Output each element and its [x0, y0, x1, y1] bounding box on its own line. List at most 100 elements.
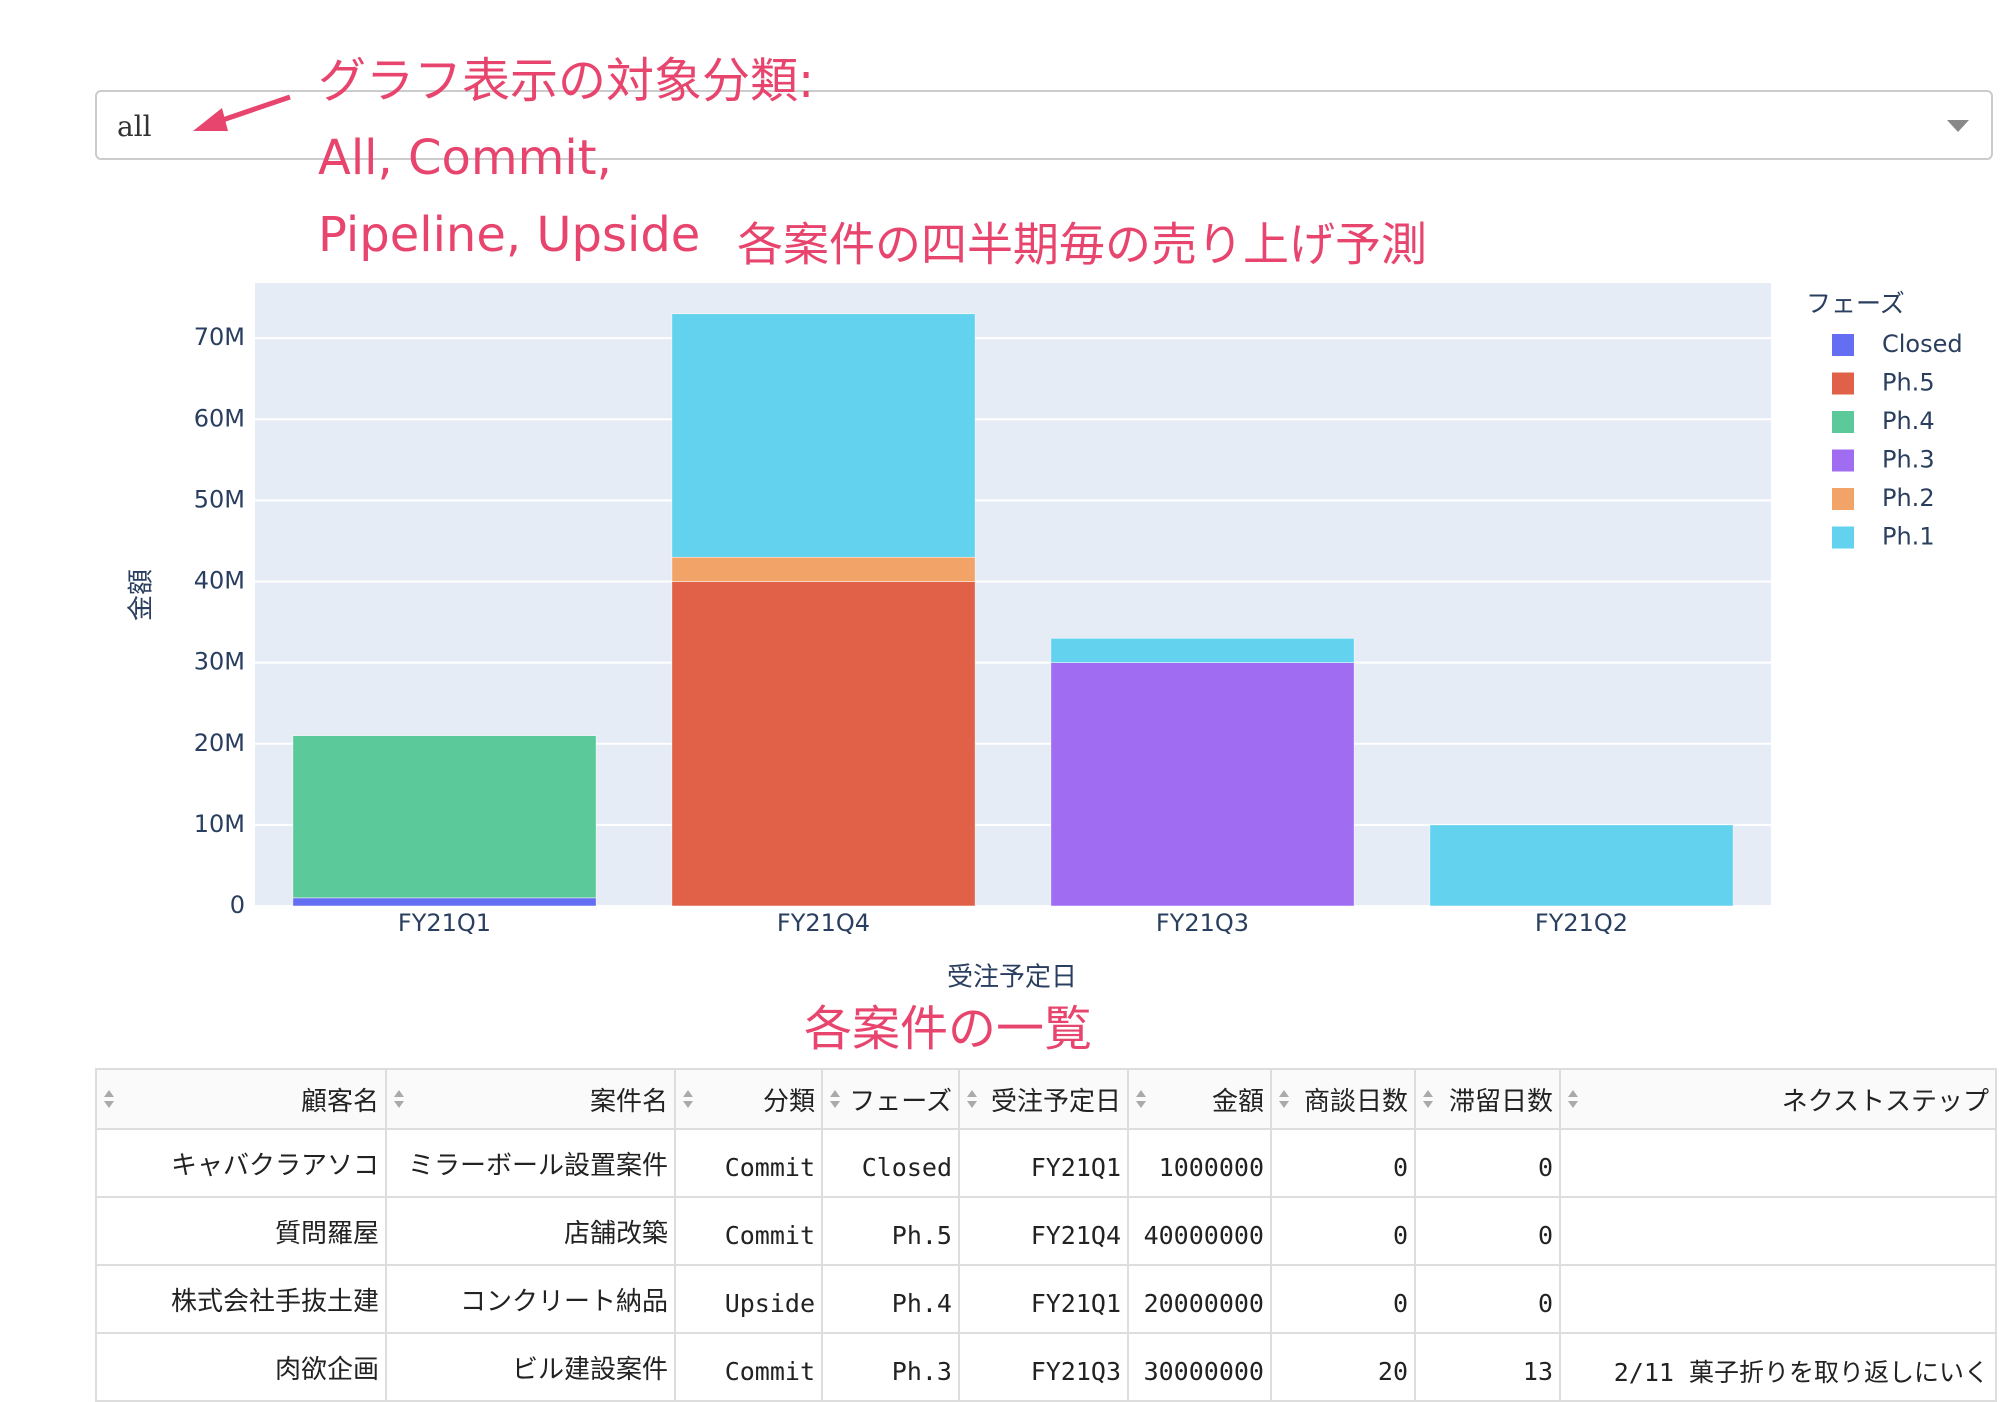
column-header[interactable]: 案件名 [385, 1068, 676, 1130]
legend-swatch [1832, 526, 1854, 549]
y-tick-label: 0 [230, 891, 245, 919]
table-cell: 1000000 [1127, 1128, 1272, 1198]
table-cell: Upside [674, 1264, 823, 1334]
sort-icon[interactable] [966, 1088, 978, 1110]
chart-title: 各案件の四半期毎の売り上げ予測 [737, 218, 1427, 272]
annotation-arrowhead [193, 108, 228, 131]
table-cell: 0 [1270, 1264, 1416, 1334]
table-cell: 40000000 [1127, 1196, 1272, 1266]
table-cell: 20 [1270, 1332, 1416, 1402]
table-cell: ミラーボール設置案件 [385, 1128, 676, 1198]
table-cell: 0 [1414, 1264, 1561, 1334]
x-axis-title: 受注予定日 [947, 963, 1077, 993]
table-cell: FY21Q1 [958, 1128, 1129, 1198]
dropdown-value: all [117, 110, 152, 143]
legend-swatch [1832, 334, 1854, 356]
dropdown[interactable]: all [95, 90, 1993, 160]
column-header[interactable]: ネクストステップ [1559, 1068, 1997, 1130]
bar-segment [292, 735, 597, 899]
bar-segment [671, 313, 976, 558]
legend-label: Ph.3 [1882, 446, 1935, 474]
table-cell: Closed [821, 1128, 960, 1198]
table-cell: Commit [674, 1332, 823, 1402]
legend-label: Ph.4 [1882, 407, 1935, 435]
table-cell: Ph.5 [821, 1196, 960, 1266]
table-cell: 店舗改築 [385, 1196, 676, 1266]
column-header[interactable]: 金額 [1127, 1068, 1272, 1130]
y-tick-label: 10M [194, 810, 245, 838]
y-tick-label: 50M [194, 485, 245, 513]
annotation: グラフ表示の対象分類: [318, 53, 814, 109]
column-header[interactable]: 滞留日数 [1414, 1068, 1561, 1130]
legend-swatch [1832, 488, 1854, 510]
legend-swatch [1832, 411, 1854, 433]
table-cell: Commit [674, 1196, 823, 1266]
bar-segment [1050, 638, 1355, 663]
column-header[interactable]: 受注予定日 [958, 1068, 1129, 1130]
data-table: 顧客名 案件名 分類 フェーズ 受注予定日 金額 商談日数 滞留日数 ネクストステップ キャバクラ… [95, 1068, 1997, 1402]
legend-label: Ph.2 [1882, 484, 1935, 512]
table-cell: FY21Q3 [958, 1332, 1129, 1402]
table-cell: 0 [1270, 1196, 1416, 1266]
column-header[interactable]: 分類 [674, 1068, 823, 1130]
dropdown-caret [1947, 120, 1969, 132]
table-cell: 肉欲企画 [95, 1332, 387, 1402]
y-tick-label: 70M [194, 323, 245, 351]
table-cell: 0 [1414, 1196, 1561, 1266]
table-cell: 13 [1414, 1332, 1561, 1402]
table-cell: キャバクラアソコ [95, 1128, 387, 1198]
column-header[interactable]: フェーズ [821, 1068, 960, 1130]
table-cell: 20000000 [1127, 1264, 1272, 1334]
sort-icon[interactable] [1278, 1088, 1290, 1110]
table-cell: 質問羅屋 [95, 1196, 387, 1266]
table-cell [1559, 1264, 1997, 1334]
annotation: All, Commit, [318, 130, 612, 186]
table-row: 質問羅屋 店舗改築 Commit Ph.5 FY21Q4 40000000 0 0 [95, 1196, 1997, 1266]
x-tick-label: FY21Q4 [777, 909, 870, 937]
bar-segment [292, 897, 597, 907]
legend-title: フェーズ [1806, 289, 1905, 318]
sort-icon[interactable] [1567, 1088, 1579, 1110]
y-tick-label: 30M [194, 648, 245, 676]
legend-swatch [1832, 449, 1854, 472]
y-tick-label: 60M [194, 404, 245, 432]
sort-icon[interactable] [393, 1088, 405, 1110]
sort-icon[interactable] [829, 1088, 841, 1110]
y-axis-title: 金額 [127, 569, 157, 621]
bar-segment [671, 581, 976, 907]
bar-segment [1429, 824, 1734, 907]
table-cell: 株式会社手抜土建 [95, 1264, 387, 1334]
y-tick-label: 40M [194, 567, 245, 595]
table-cell [1559, 1128, 1997, 1198]
sort-icon[interactable] [103, 1088, 115, 1110]
annotation: Pipeline, Upside [318, 207, 700, 263]
sort-icon[interactable] [1422, 1088, 1434, 1110]
table-cell: Ph.3 [821, 1332, 960, 1402]
table-title: 各案件の一覧 [804, 1001, 1092, 1057]
x-tick-label: FY21Q3 [1156, 909, 1249, 937]
bar-segment [671, 556, 976, 582]
table-cell: Ph.4 [821, 1264, 960, 1334]
sort-icon[interactable] [1135, 1088, 1147, 1110]
table-row: 肉欲企画 ビル建設案件 Commit Ph.3 FY21Q3 30000000 20 13 2/… [95, 1332, 1997, 1402]
table-cell [1559, 1196, 1997, 1266]
bar-segment [1050, 662, 1355, 907]
y-tick-label: 20M [194, 729, 245, 757]
table-cell: 30000000 [1127, 1332, 1272, 1402]
table-cell: コンクリート納品 [385, 1264, 676, 1334]
table-cell: Commit [674, 1128, 823, 1198]
column-header[interactable]: 顧客名 [95, 1068, 387, 1130]
table-cell: 0 [1414, 1128, 1561, 1198]
x-tick-label: FY21Q2 [1535, 909, 1628, 937]
legend-label: Closed [1882, 330, 1963, 358]
x-tick-label: FY21Q1 [398, 909, 491, 937]
table-cell: 0 [1270, 1128, 1416, 1198]
table-row: キャバクラアソコ ミラーボール設置案件 Commit Closed FY21Q1 1000… [95, 1128, 1997, 1198]
table-cell: ビル建設案件 [385, 1332, 676, 1402]
table-cell: FY21Q1 [958, 1264, 1129, 1334]
table-cell: 2/11 菓子折りを取り返しにいく [1559, 1332, 1997, 1402]
chart: グラフ表示の対象分類: All, Commit, Pipeline, Upsid… [127, 53, 1963, 1057]
column-header[interactable]: 商談日数 [1270, 1068, 1416, 1130]
sort-icon[interactable] [682, 1088, 694, 1110]
legend-swatch [1832, 372, 1854, 395]
